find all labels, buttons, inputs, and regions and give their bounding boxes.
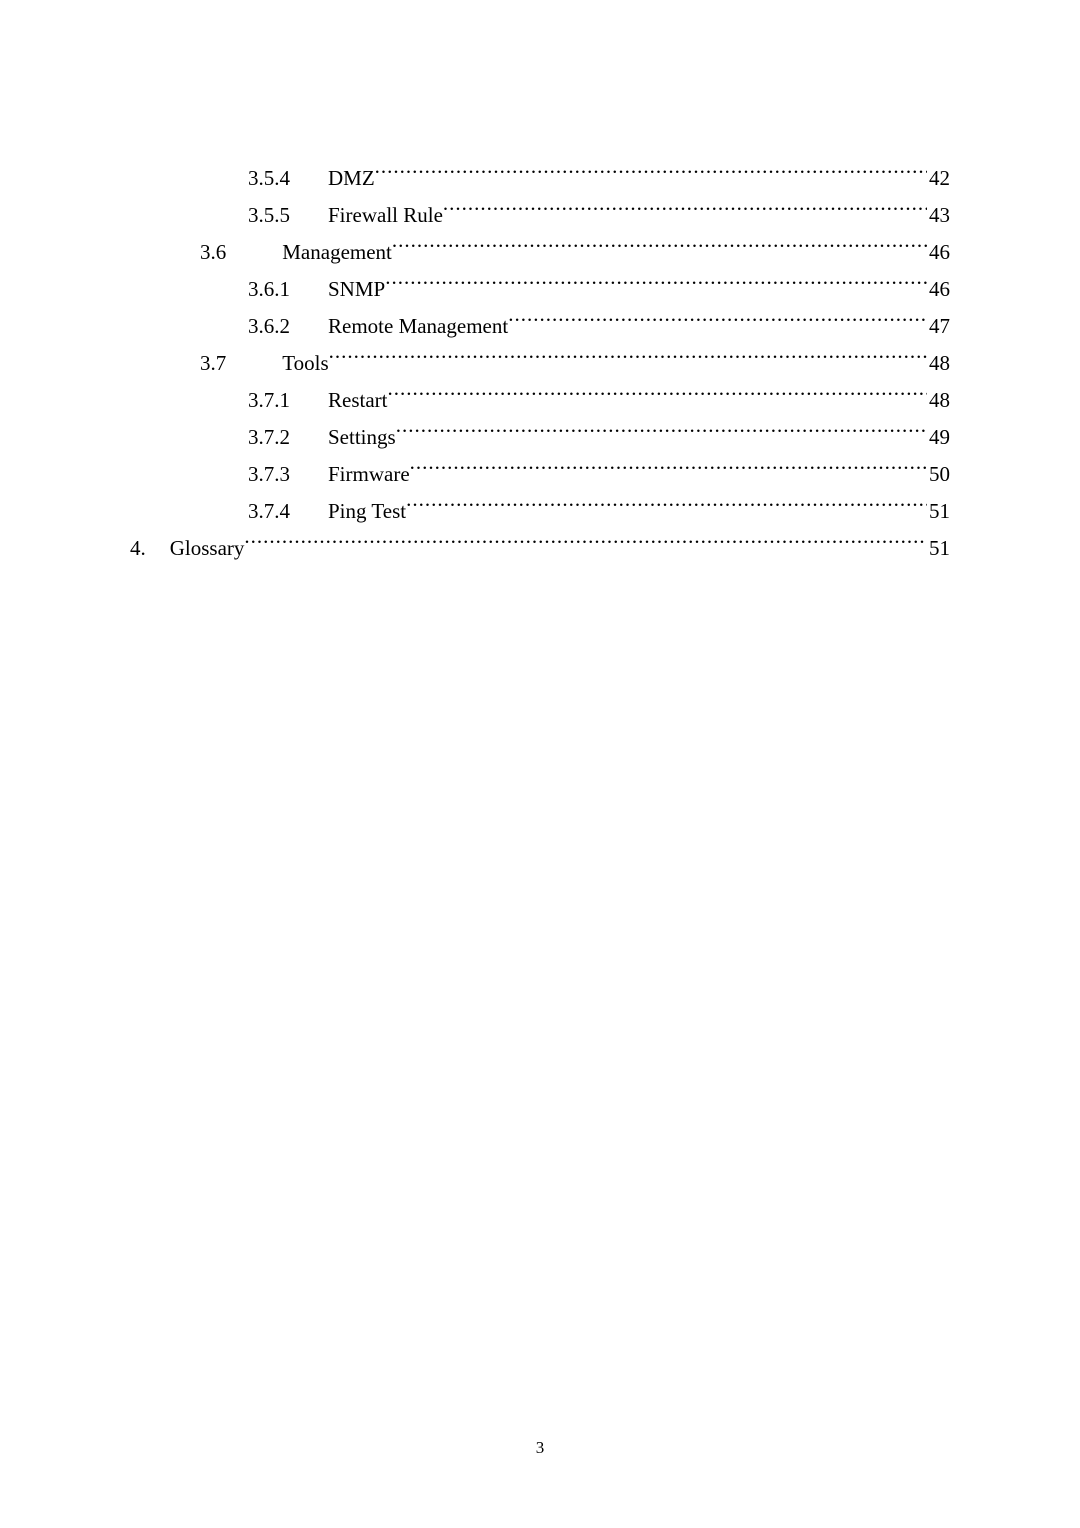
toc-entry: 3.6.1 SNMP 46 <box>130 271 950 308</box>
toc-entry: 3.7.4 Ping Test 51 <box>130 492 950 529</box>
toc-entry-number: 3.7 <box>200 345 226 382</box>
toc-entry-number: 3.5.4 <box>248 160 290 197</box>
toc-entry-title: Firmware <box>328 456 410 493</box>
toc-entry-title: Management <box>282 234 392 271</box>
toc-entry-page: 46 <box>927 271 950 308</box>
toc-entry: 3.6.2 Remote Management 47 <box>130 308 950 345</box>
toc-entry-number: 3.5.5 <box>248 197 290 234</box>
toc-entry-title: Firewall Rule <box>328 197 443 234</box>
toc-leader-dots <box>329 345 927 370</box>
footer-page-number: 3 <box>0 1438 1080 1458</box>
toc-entry-number: 3.6.2 <box>248 308 290 345</box>
toc-entry-title: Remote Management <box>328 308 508 345</box>
toc-leader-dots <box>375 160 927 185</box>
toc-entry-number: 3.6.1 <box>248 271 290 308</box>
toc-entry-page: 51 <box>927 530 950 567</box>
toc-entry: 3.5.4 DMZ 42 <box>130 160 950 197</box>
toc-entry: 3.5.5 Firewall Rule 43 <box>130 197 950 234</box>
toc-leader-dots <box>385 271 927 296</box>
toc-leader-dots <box>410 456 927 481</box>
toc-leader-dots <box>396 419 927 444</box>
toc-entry: 3.7.3 Firmware 50 <box>130 456 950 493</box>
toc-entry-title: Glossary <box>170 530 245 567</box>
toc-entry: 3.7.1 Restart 48 <box>130 382 950 419</box>
toc-entry-page: 42 <box>927 160 950 197</box>
toc-leader-dots <box>406 492 927 517</box>
toc-entry: 3.7.2 Settings 49 <box>130 419 950 456</box>
toc-entry: 3.7 Tools 48 <box>130 345 950 382</box>
toc-entry-number: 3.7.1 <box>248 382 290 419</box>
toc-leader-dots <box>392 234 927 259</box>
toc-entry: 3.6 Management 46 <box>130 234 950 271</box>
toc-entry-page: 49 <box>927 419 950 456</box>
toc-entry-page: 48 <box>927 345 950 382</box>
toc-entry-number: 3.6 <box>200 234 226 271</box>
toc-entry-title: Restart <box>328 382 387 419</box>
toc-entry-title: DMZ <box>328 160 375 197</box>
toc-entry-title: Settings <box>328 419 396 456</box>
toc-leader-dots <box>244 529 927 554</box>
toc-entry-page: 51 <box>927 493 950 530</box>
toc-entry-title: SNMP <box>328 271 385 308</box>
toc-entry-page: 47 <box>927 308 950 345</box>
toc-entry-title: Ping Test <box>328 493 406 530</box>
toc-entry: 4. Glossary 51 <box>130 529 950 566</box>
toc-entry-number: 3.7.3 <box>248 456 290 493</box>
toc-entry-page: 50 <box>927 456 950 493</box>
toc-entry-title: Tools <box>282 345 328 382</box>
toc-leader-dots <box>387 382 927 407</box>
toc-entry-page: 43 <box>927 197 950 234</box>
toc-entry-number: 4. <box>130 530 146 567</box>
table-of-contents: 3.5.4 DMZ 42 3.5.5 Firewall Rule 43 3.6 … <box>130 160 950 566</box>
toc-entry-page: 48 <box>927 382 950 419</box>
toc-leader-dots <box>508 308 927 333</box>
toc-entry-number: 3.7.4 <box>248 493 290 530</box>
toc-leader-dots <box>443 197 927 222</box>
toc-entry-page: 46 <box>927 234 950 271</box>
toc-entry-number: 3.7.2 <box>248 419 290 456</box>
document-page: 3.5.4 DMZ 42 3.5.5 Firewall Rule 43 3.6 … <box>0 0 1080 1528</box>
